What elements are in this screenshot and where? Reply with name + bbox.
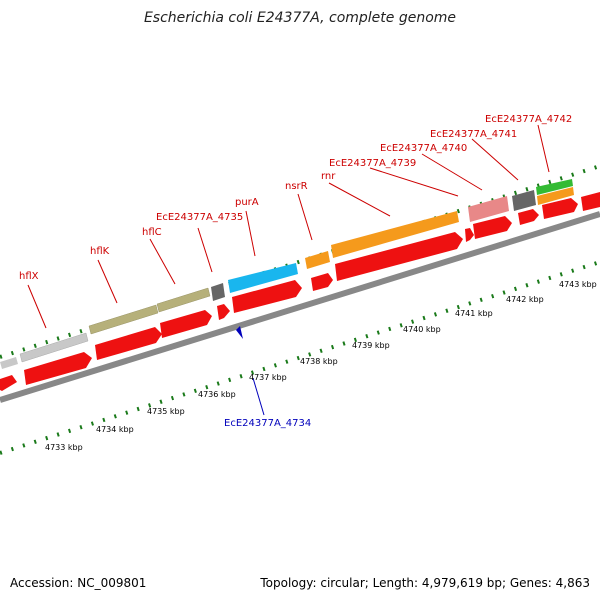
gene-cyan-pura	[228, 263, 298, 293]
gene-label-ece24377a-4735: EcE24377A_4735	[156, 212, 243, 223]
gene-label-ece24377a-4742: EcE24377A_4742	[485, 114, 572, 125]
gene-pink-4739	[468, 196, 509, 222]
cds-arrow	[24, 352, 92, 385]
gene-green-4741	[536, 179, 573, 195]
gene-label-pura: purA	[235, 197, 259, 208]
gene-olive-hflk	[88, 304, 159, 335]
gene-olive-hflc	[156, 287, 211, 313]
cds-arrow	[95, 327, 162, 360]
cds-arrow	[232, 280, 302, 313]
cds-arrow	[0, 375, 17, 391]
gene-orange-nsrr	[305, 251, 330, 269]
label-connector-blue	[252, 377, 265, 416]
backbone-line	[0, 211, 600, 403]
gene-label-ece24377a-4739: EcE24377A_4739	[329, 158, 416, 169]
gene-label-ece24377a-4741: EcE24377A_4741	[430, 129, 517, 140]
cds-arrow	[160, 310, 212, 338]
gene-orange-4741	[537, 187, 574, 205]
cds-arrow	[217, 304, 230, 320]
label-connectors	[27, 124, 550, 329]
gene-gray-a	[0, 357, 18, 369]
kbp-label: 4736 kbp	[198, 390, 236, 399]
gene-label-ece24377a-4734: EcE24377A_4734	[224, 418, 311, 429]
cds-track	[0, 192, 600, 391]
gene-label-rnr: rnr	[321, 171, 336, 182]
gene-label-hflc: hflC	[142, 227, 162, 238]
gene-blue-4734-marker	[236, 326, 243, 339]
gene-label-hflk: hflK	[90, 246, 110, 257]
cds-arrow	[518, 209, 539, 225]
kbp-label: 4743 kbp	[559, 280, 597, 289]
kbp-label: 4735 kbp	[147, 407, 185, 416]
cds-arrow	[465, 228, 474, 242]
gene-label-hflx: hflX	[19, 271, 39, 282]
gene-dark-4740	[512, 190, 536, 211]
gene-labels: hflX hflK hflC EcE24377A_4735 purA nsrR …	[19, 114, 572, 429]
gene-label-ece24377a-4740: EcE24377A_4740	[380, 143, 467, 154]
cds-arrow	[335, 232, 463, 281]
kbp-labels: 4733 kbp 4734 kbp 4735 kbp 4736 kbp 4737…	[45, 280, 597, 452]
gene-orange-rnr	[331, 211, 459, 258]
kbp-label: 4733 kbp	[45, 443, 83, 452]
cds-arrow	[473, 216, 512, 239]
kbp-label: 4742 kbp	[506, 295, 544, 304]
gene-gray-hflx	[19, 332, 89, 363]
cds-arrow	[581, 192, 600, 211]
cds-arrow	[311, 273, 333, 291]
kbp-label: 4737 kbp	[249, 373, 287, 382]
genome-summary-text: Topology: circular; Length: 4,979,619 bp…	[260, 576, 590, 590]
feature-track	[0, 179, 574, 369]
accession-text: Accession: NC_009801	[10, 576, 147, 590]
kbp-label: 4740 kbp	[403, 325, 441, 334]
kbp-label: 4739 kbp	[352, 341, 390, 350]
kbp-label: 4738 kbp	[300, 357, 338, 366]
gene-label-nsrr: nsrR	[285, 181, 308, 192]
gene-dark-4735	[211, 283, 225, 301]
map-title: Escherichia coli E24377A, complete genom…	[143, 10, 457, 26]
kbp-label: 4734 kbp	[96, 425, 134, 434]
kbp-label: 4741 kbp	[455, 309, 493, 318]
cds-arrow	[542, 198, 578, 219]
